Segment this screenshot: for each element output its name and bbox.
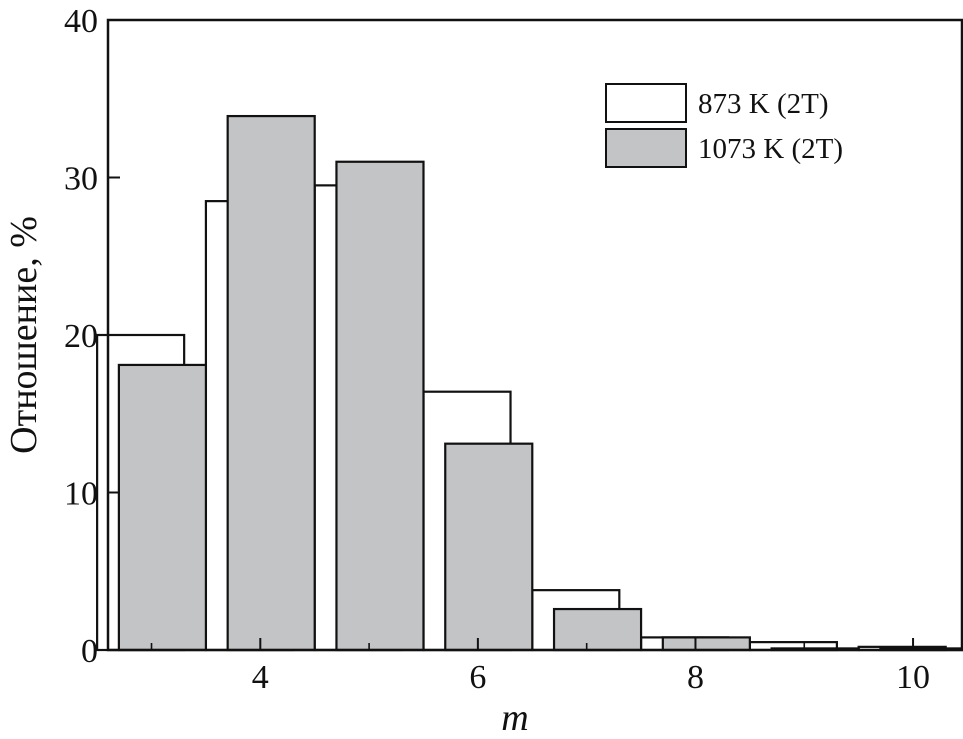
bar-1073-m4 (226, 114, 316, 652)
x-tick-label: 8 (687, 659, 704, 696)
y-tick-label: 0 (81, 633, 98, 670)
y-tick-label: 30 (64, 161, 98, 198)
bar-1073-m6 (444, 442, 534, 652)
legend-label-873: 873 K (2T) (698, 88, 828, 120)
bar-1073-m3 (117, 363, 208, 652)
y-tick-label: 40 (64, 3, 98, 40)
x-tick-label: 4 (252, 659, 269, 696)
bar-1073-m7 (552, 607, 643, 652)
axes (106, 18, 963, 652)
legend: 873 K (2T) 1073 K (2T) (605, 83, 843, 168)
legend-swatch-1073 (605, 128, 687, 168)
y-axis-label: Отношение, % (3, 216, 45, 454)
bar-1073-m8 (661, 636, 751, 652)
legend-label-1073: 1073 K (2T) (698, 133, 843, 165)
bar-1073-m5 (335, 160, 425, 652)
x-axis-label: m (501, 697, 528, 739)
x-tick-label: 6 (469, 659, 486, 696)
legend-swatch-873 (605, 83, 687, 123)
y-tick-label: 10 (64, 476, 98, 513)
series-1073-bars (117, 114, 963, 652)
y-tick-label: 20 (64, 318, 98, 355)
x-tick-label: 10 (896, 659, 930, 696)
tick-labels: 0 10 20 30 40 4 6 8 10 (64, 3, 930, 696)
